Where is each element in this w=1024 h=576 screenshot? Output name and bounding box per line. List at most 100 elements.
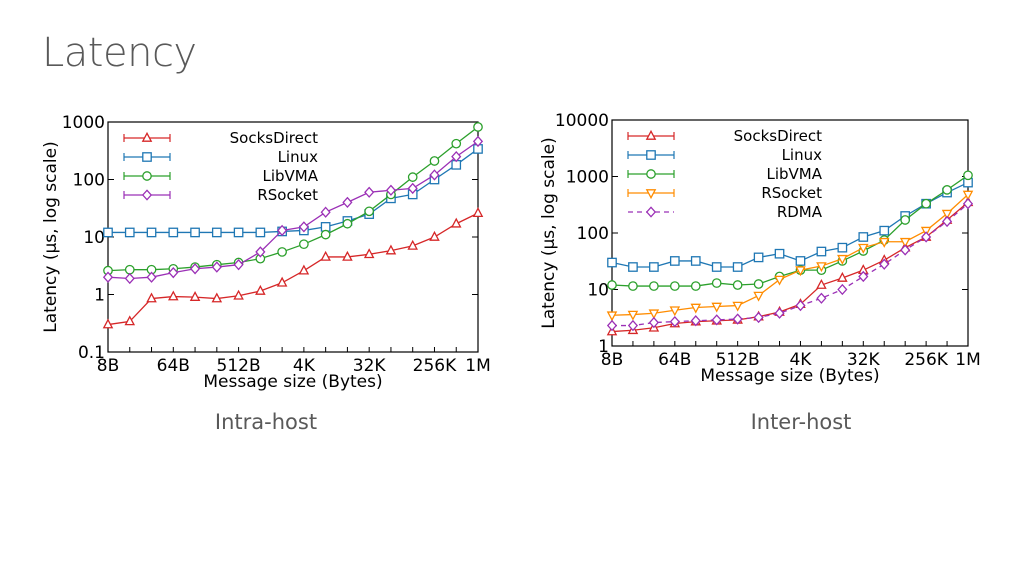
data-point	[669, 315, 680, 328]
legend-label: RSocket	[257, 186, 318, 204]
data-point	[628, 262, 638, 272]
y-tick-label: 10	[587, 281, 609, 301]
data-point	[407, 239, 418, 250]
data-point	[795, 256, 806, 266]
data-point	[879, 258, 890, 270]
data-point	[190, 227, 200, 238]
page-title: Latency	[42, 30, 197, 76]
data-point	[669, 256, 680, 266]
data-point	[607, 257, 617, 268]
data-point	[276, 276, 288, 287]
x-tick-label: 1M	[955, 350, 980, 370]
data-point	[299, 239, 309, 250]
x-tick-label: 4K	[789, 350, 812, 370]
data-point	[233, 259, 244, 271]
data-point	[385, 244, 397, 255]
data-point	[837, 254, 848, 265]
data-point	[879, 225, 890, 236]
data-point	[690, 256, 701, 266]
data-point	[795, 266, 806, 277]
data-point	[429, 230, 440, 241]
data-point	[753, 291, 764, 302]
data-point	[941, 209, 953, 220]
data-point	[146, 271, 157, 283]
data-point	[753, 311, 764, 324]
data-point	[732, 313, 743, 325]
data-point	[753, 279, 764, 289]
data-point	[816, 262, 827, 273]
x-tick-label: 512B	[716, 350, 760, 370]
y-tick-label: 1	[598, 337, 609, 357]
y-tick-label: 10	[83, 228, 105, 248]
y-tick-label: 1000	[62, 113, 105, 133]
series-rsocket	[606, 190, 974, 322]
x-tick-label: 64B	[157, 356, 190, 376]
data-point	[690, 281, 701, 291]
x-tick-label: 512B	[217, 356, 261, 376]
data-point	[607, 280, 617, 290]
y-tick-label: 100	[73, 171, 105, 191]
data-point	[732, 262, 743, 272]
legend-label: Linux	[782, 146, 823, 164]
data-point	[342, 196, 353, 209]
data-point	[649, 262, 659, 272]
data-point	[363, 248, 375, 259]
y-axis-label: Latency (µs, log scale)	[539, 137, 559, 328]
data-point	[124, 272, 135, 285]
legend-label: RDMA	[777, 203, 823, 221]
data-point	[429, 169, 440, 181]
y-tick-label: 100	[577, 224, 609, 244]
legend-marker	[141, 131, 153, 142]
data-point	[732, 301, 743, 312]
data-point	[941, 215, 953, 228]
data-point	[774, 275, 785, 286]
legend-label: LibVMA	[766, 165, 822, 183]
data-point	[711, 314, 722, 326]
data-point	[962, 198, 974, 210]
data-point	[233, 289, 244, 300]
x-axis-label: Message size (Bytes)	[203, 372, 382, 392]
data-point	[837, 242, 848, 253]
data-point	[753, 252, 764, 263]
data-point	[255, 227, 266, 238]
data-point	[669, 306, 681, 317]
x-tick-label: 256K	[413, 356, 457, 376]
data-point	[146, 227, 157, 238]
data-point	[450, 217, 462, 228]
data-point	[711, 302, 722, 313]
legend-marker	[645, 189, 657, 200]
data-point	[900, 215, 911, 225]
data-point	[816, 292, 827, 304]
legend-label: RSocket	[761, 184, 822, 202]
data-point	[472, 135, 484, 148]
series-rdma	[606, 198, 974, 332]
data-point	[320, 250, 331, 261]
data-point	[451, 150, 462, 163]
data-point	[858, 243, 869, 254]
data-point	[298, 221, 309, 233]
inter-host-caption: Inter-host	[750, 410, 852, 434]
data-point	[921, 198, 931, 209]
data-point	[878, 237, 890, 248]
data-point	[385, 184, 397, 196]
legend-marker	[142, 152, 152, 162]
data-point	[711, 278, 722, 288]
data-point	[774, 307, 785, 319]
data-point	[669, 281, 680, 291]
data-point	[342, 250, 353, 261]
series-line	[107, 212, 479, 326]
data-point	[211, 227, 222, 238]
series-rsocket	[102, 135, 484, 285]
data-point	[627, 319, 639, 332]
y-tick-label: 1	[94, 286, 105, 306]
data-point	[102, 271, 114, 283]
data-point	[473, 122, 483, 132]
data-point	[277, 247, 287, 257]
data-point	[627, 310, 639, 321]
data-point	[816, 278, 827, 289]
inter-host-chart: 1 10 100 1000 10000 8B 64B 512B 4K 32K 256K 1M Messa…	[539, 111, 981, 386]
data-point	[407, 172, 418, 182]
data-point	[648, 309, 660, 320]
data-point	[795, 299, 806, 312]
data-point	[364, 186, 375, 198]
